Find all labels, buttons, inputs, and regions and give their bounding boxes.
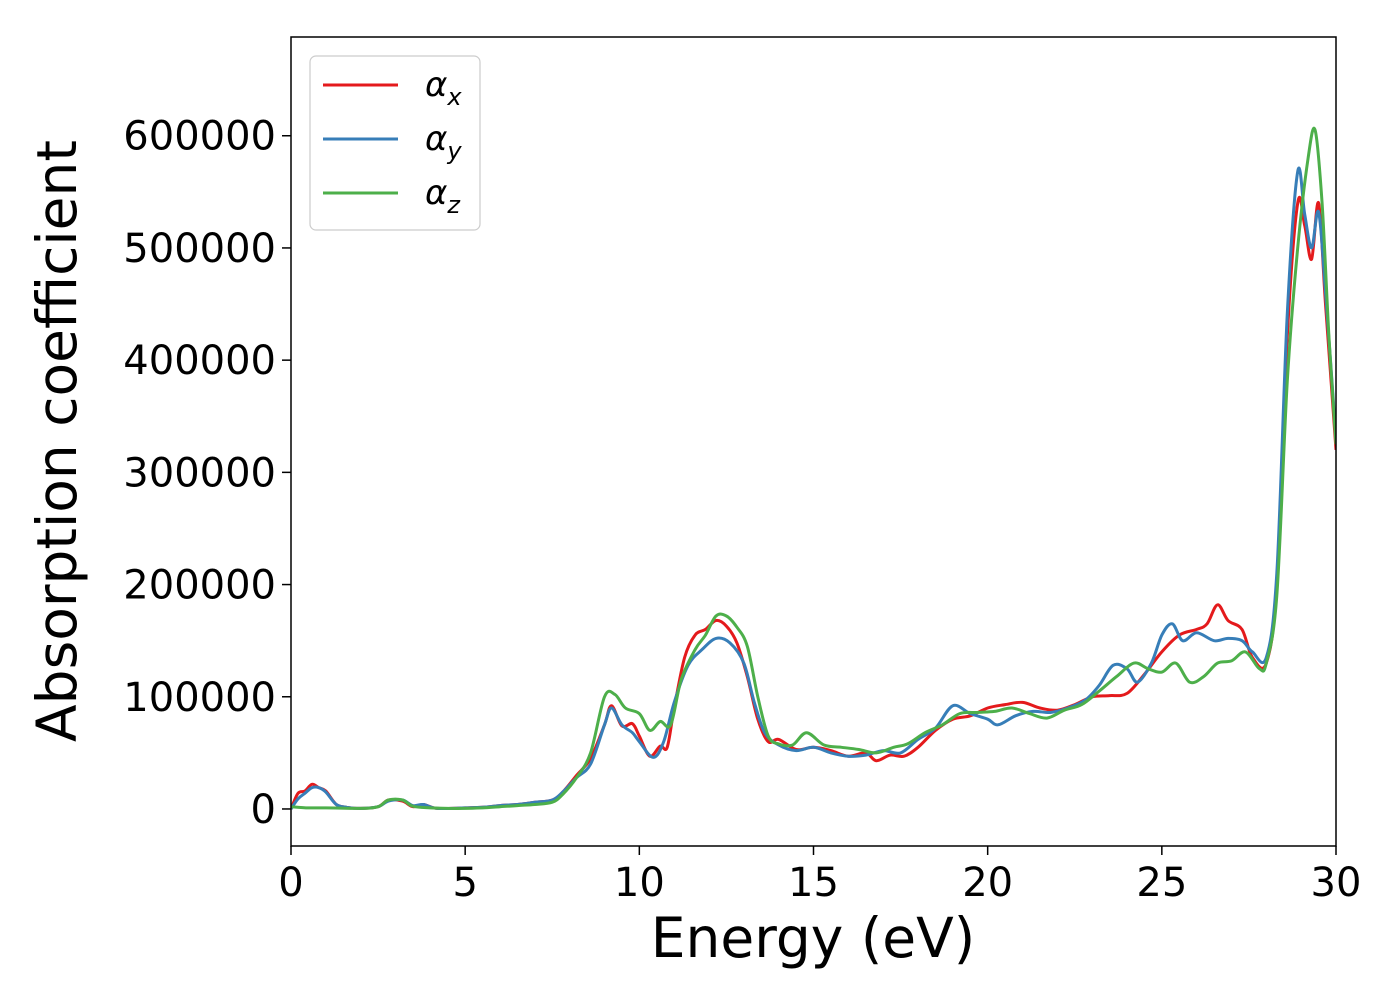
- legend-label-alpha-z: αz: [425, 173, 461, 219]
- series-line-alpha-x: [291, 195, 1336, 811]
- x-tick-label: 15: [788, 860, 839, 906]
- x-ticks: 0 5 10 15 20 25 30: [278, 846, 1361, 906]
- y-tick-label: 200000: [123, 563, 276, 609]
- x-tick-label: 20: [962, 860, 1013, 906]
- series-line-alpha-z: [291, 126, 1336, 810]
- x-tick-label: 10: [614, 860, 665, 906]
- x-tick-label: 30: [1311, 860, 1362, 906]
- x-axis-title: Energy (eV): [651, 906, 975, 970]
- series-line-alpha-y: [291, 166, 1336, 811]
- x-tick-label: 25: [1136, 860, 1187, 906]
- y-ticks: 0 100000 200000 300000 400000 500000 600000: [123, 114, 291, 833]
- y-axis-title: Absorption coefficient: [25, 140, 89, 742]
- x-tick-label: 0: [278, 860, 303, 906]
- x-tick-label: 5: [452, 860, 477, 906]
- y-tick-label: 0: [251, 787, 276, 833]
- y-tick-label: 400000: [123, 338, 276, 384]
- y-tick-label: 600000: [123, 114, 276, 160]
- y-tick-label: 100000: [123, 675, 276, 721]
- y-tick-label: 300000: [123, 450, 276, 496]
- y-tick-label: 500000: [123, 226, 276, 272]
- legend-box: [309, 55, 481, 231]
- series-layer: [291, 126, 1336, 811]
